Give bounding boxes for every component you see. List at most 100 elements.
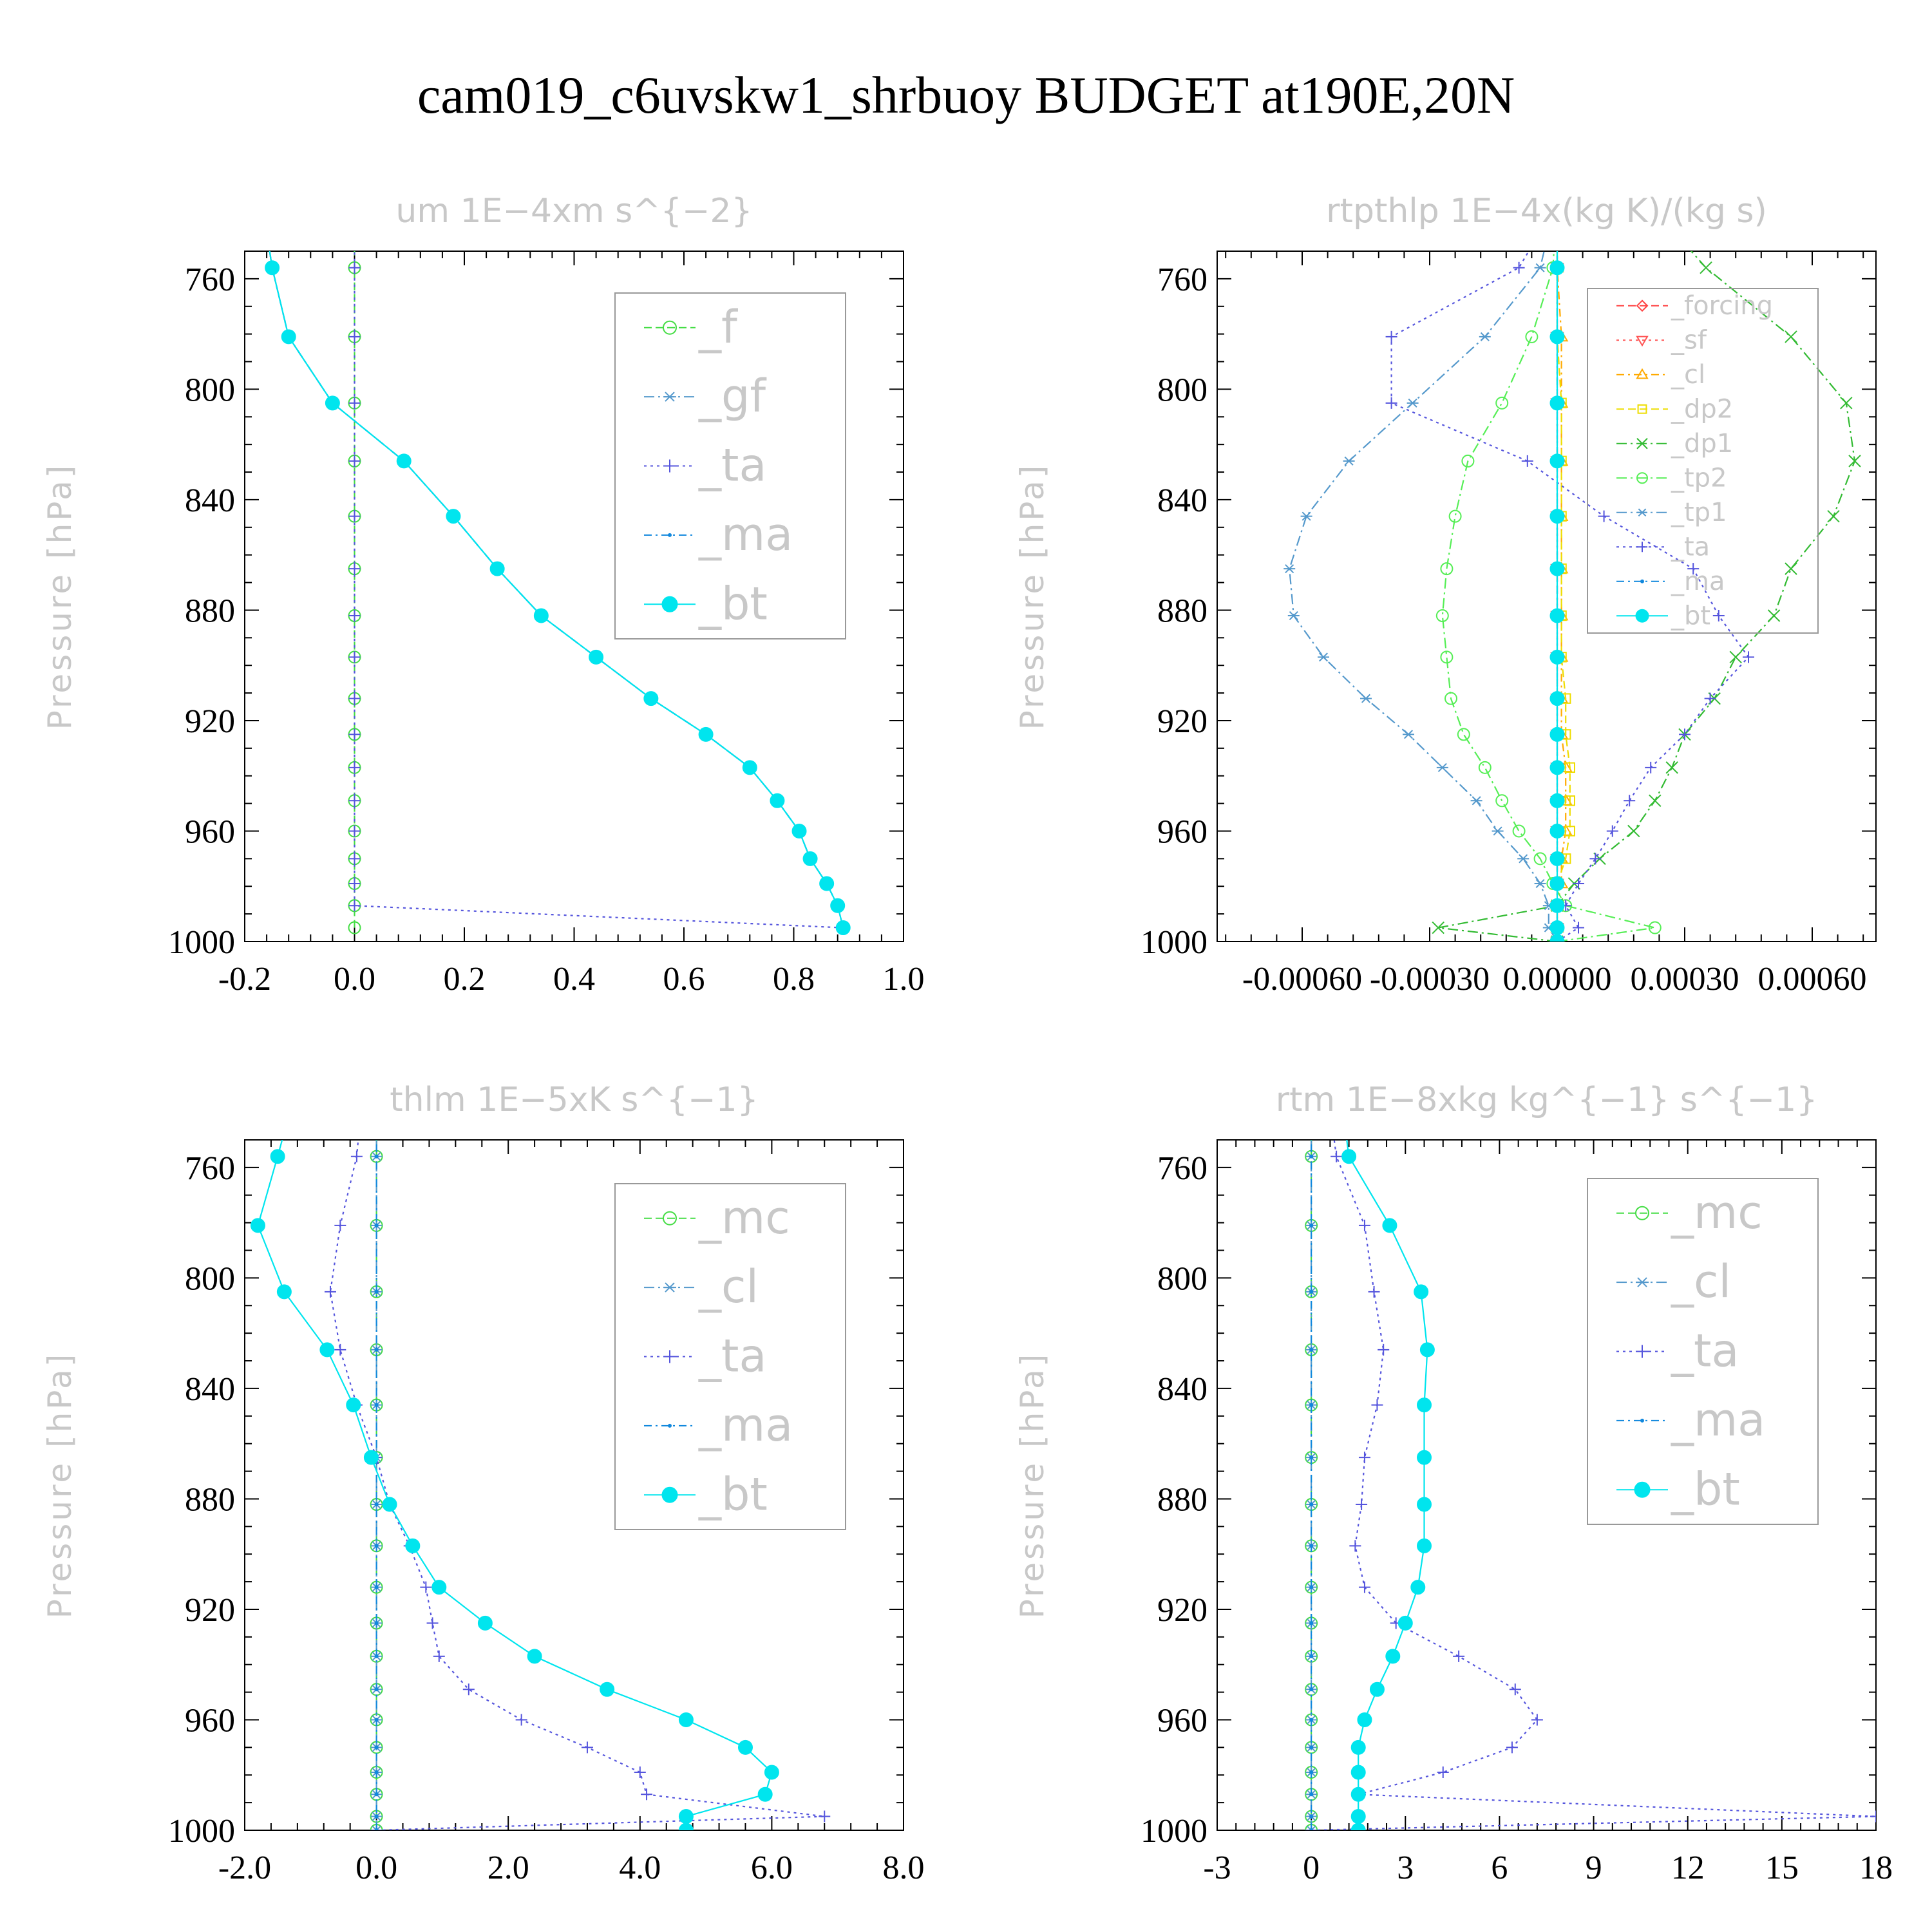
- data-point: [1700, 261, 1712, 274]
- data-point: [1385, 397, 1397, 409]
- legend-item: _ma: [1616, 1394, 1765, 1446]
- data-point: [1300, 511, 1312, 521]
- data-point: [1470, 796, 1482, 806]
- series-line: [257, 1140, 773, 1830]
- legend-marker: [663, 320, 677, 335]
- legend-label: _ta: [698, 439, 766, 492]
- data-point: [1606, 825, 1618, 837]
- legend: _mc _cl _ta _ma _bt: [1587, 1178, 1819, 1525]
- data-point: [641, 1788, 653, 1801]
- data-point: [374, 1687, 379, 1692]
- plot-frame: [244, 251, 904, 942]
- x-tick-label: 0.2: [444, 961, 486, 998]
- y-tick-label: 760: [1157, 261, 1208, 298]
- plot-frame: [1217, 1139, 1877, 1831]
- data-point: [1331, 1150, 1343, 1162]
- y-tick-label: 920: [185, 703, 235, 740]
- series-line: [269, 251, 844, 928]
- legend-label: _bt: [698, 577, 768, 630]
- data-point: [1549, 329, 1565, 345]
- legend-label: _forcing: [1671, 291, 1773, 321]
- data-point: [1549, 760, 1565, 775]
- y-tick-label: 800: [1157, 372, 1208, 408]
- data-point: [1309, 1502, 1314, 1507]
- data-point: [276, 1284, 292, 1300]
- legend-marker: [668, 1423, 672, 1428]
- data-point: [1840, 397, 1853, 410]
- legend-marker: [661, 596, 678, 612]
- data-point: [1712, 610, 1725, 622]
- data-point: [254, 189, 269, 203]
- data-point: [1358, 1452, 1370, 1464]
- data-point: [1648, 921, 1662, 934]
- data-point: [1309, 1455, 1314, 1460]
- legend-item: _bt: [644, 577, 768, 630]
- data-point: [1549, 934, 1565, 942]
- legend-marker: [1640, 1418, 1644, 1423]
- data-point: [1397, 1615, 1413, 1631]
- y-tick-label: 840: [1157, 482, 1208, 519]
- data-point: [1549, 453, 1565, 469]
- data-point: [1417, 1450, 1432, 1465]
- data-point: [1534, 263, 1546, 272]
- data-point: [348, 825, 361, 837]
- x-tick-label: 4.0: [619, 1850, 661, 1886]
- data-point: [1767, 609, 1781, 622]
- data-point: [349, 190, 361, 202]
- data-point: [1417, 1538, 1432, 1553]
- legend-marker: [663, 459, 676, 473]
- legend-item: _tp1: [1616, 498, 1727, 527]
- data-point: [348, 795, 361, 807]
- panel-title: rtm 1E−8xkg kg^{−1} s^{−1}: [1276, 1081, 1818, 1119]
- data-point: [1419, 1342, 1435, 1358]
- x-tick-label: 15: [1765, 1850, 1799, 1886]
- data-point: [1440, 650, 1454, 664]
- y-axis-label: Pressure [hPa]: [41, 463, 79, 730]
- x-tick-label: 18: [1859, 1850, 1893, 1886]
- data-point: [374, 1814, 379, 1819]
- plot-area: [250, 1083, 831, 1830]
- x-tick-label: -2.0: [218, 1850, 271, 1886]
- legend-item: _gf: [644, 370, 766, 422]
- data-point: [1687, 563, 1700, 575]
- y-tick-label: 800: [185, 372, 235, 408]
- data-point: [348, 563, 361, 575]
- data-point: [1309, 1289, 1314, 1294]
- data-point: [1435, 609, 1449, 623]
- data-point: [1283, 564, 1296, 574]
- data-point: [1417, 1497, 1432, 1512]
- series-gf: [266, 251, 849, 933]
- data-point: [1444, 692, 1457, 705]
- data-point: [374, 1544, 379, 1548]
- legend-box: [614, 292, 846, 639]
- data-point: [374, 1347, 379, 1352]
- series-line: [269, 251, 844, 928]
- data-point: [1457, 728, 1470, 741]
- data-point: [370, 1825, 383, 1830]
- data-point: [375, 1083, 379, 1086]
- x-tick-label: 9: [1586, 1850, 1602, 1886]
- series-line: [354, 251, 844, 929]
- legend-label: _cl: [698, 1260, 759, 1313]
- y-tick-label: 1000: [168, 924, 235, 961]
- data-point: [1309, 1792, 1314, 1797]
- legend-marker: [1636, 299, 1649, 312]
- data-point: [1785, 330, 1797, 343]
- legend-marker: [1636, 472, 1648, 484]
- data-point: [1564, 762, 1576, 773]
- series-ta: [1305, 1140, 1876, 1830]
- data-point: [1517, 854, 1530, 864]
- data-point: [1549, 823, 1565, 838]
- data-point: [1549, 851, 1565, 866]
- data-point: [1436, 762, 1448, 772]
- data-point: [1309, 1828, 1314, 1830]
- plot-frame: [244, 1139, 904, 1831]
- data-point: [1492, 826, 1504, 836]
- plot-area: [254, 189, 851, 936]
- x-tick-label: 0.8: [773, 961, 815, 998]
- data-point: [533, 608, 549, 623]
- data-point: [350, 1150, 363, 1162]
- data-point: [1358, 1219, 1370, 1231]
- legend-label: _bt: [698, 1468, 768, 1520]
- series-ta: [348, 190, 849, 934]
